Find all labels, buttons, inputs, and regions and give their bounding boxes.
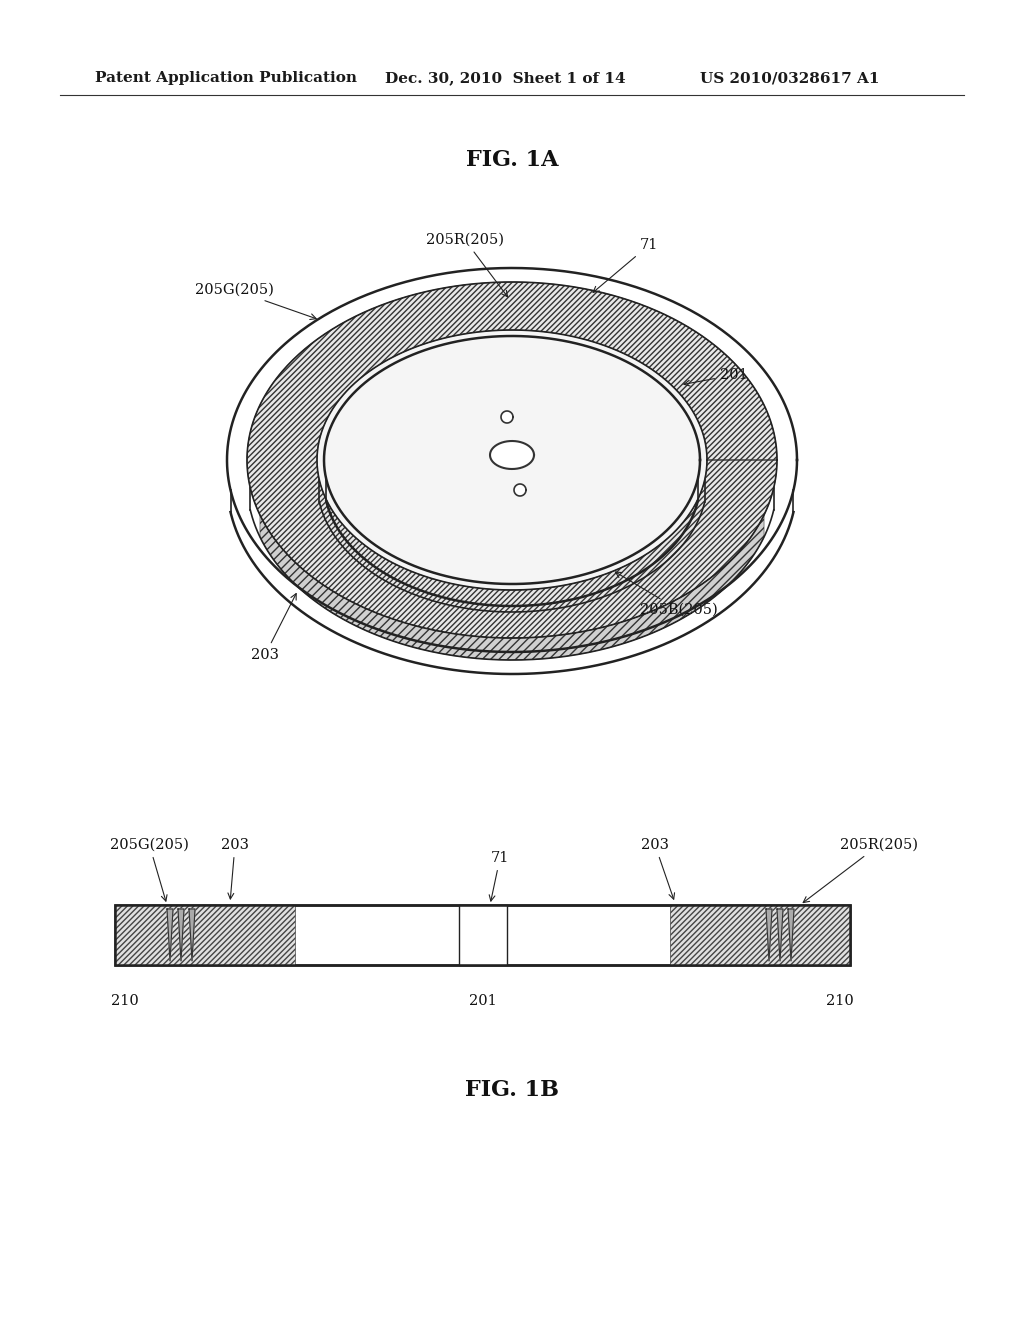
Polygon shape xyxy=(167,909,173,961)
Text: FIG. 1B: FIG. 1B xyxy=(465,1078,559,1101)
Bar xyxy=(670,906,850,965)
Bar xyxy=(459,906,507,965)
Text: Dec. 30, 2010  Sheet 1 of 14: Dec. 30, 2010 Sheet 1 of 14 xyxy=(385,71,626,84)
Text: 205R(205): 205R(205) xyxy=(426,234,508,297)
Text: 201: 201 xyxy=(469,994,497,1008)
Polygon shape xyxy=(189,909,195,961)
Polygon shape xyxy=(178,909,184,961)
Bar xyxy=(115,906,295,965)
Text: 71: 71 xyxy=(489,851,509,902)
Polygon shape xyxy=(766,909,772,961)
Text: FIG. 1A: FIG. 1A xyxy=(466,149,558,172)
Text: 210: 210 xyxy=(826,994,854,1008)
Text: 205G(205): 205G(205) xyxy=(110,838,188,902)
Polygon shape xyxy=(514,484,526,496)
Text: Patent Application Publication: Patent Application Publication xyxy=(95,71,357,84)
Text: 205G(205): 205G(205) xyxy=(195,282,316,319)
Polygon shape xyxy=(490,441,534,469)
Polygon shape xyxy=(501,411,513,422)
PathPatch shape xyxy=(260,515,764,660)
Text: 71: 71 xyxy=(593,238,658,293)
PathPatch shape xyxy=(317,330,707,590)
Text: 203: 203 xyxy=(221,838,249,899)
Bar xyxy=(115,906,850,965)
Text: 205B(205): 205B(205) xyxy=(615,572,718,616)
PathPatch shape xyxy=(247,282,777,638)
Polygon shape xyxy=(777,909,783,961)
Text: US 2010/0328617 A1: US 2010/0328617 A1 xyxy=(700,71,880,84)
Text: 201: 201 xyxy=(684,368,748,385)
Bar xyxy=(115,906,295,965)
Bar xyxy=(115,906,850,965)
Text: 203: 203 xyxy=(641,838,675,899)
Bar xyxy=(670,906,850,965)
Text: 210: 210 xyxy=(112,994,139,1008)
Text: 205R(205): 205R(205) xyxy=(803,838,918,903)
Text: 203: 203 xyxy=(251,594,296,663)
Polygon shape xyxy=(788,909,794,961)
